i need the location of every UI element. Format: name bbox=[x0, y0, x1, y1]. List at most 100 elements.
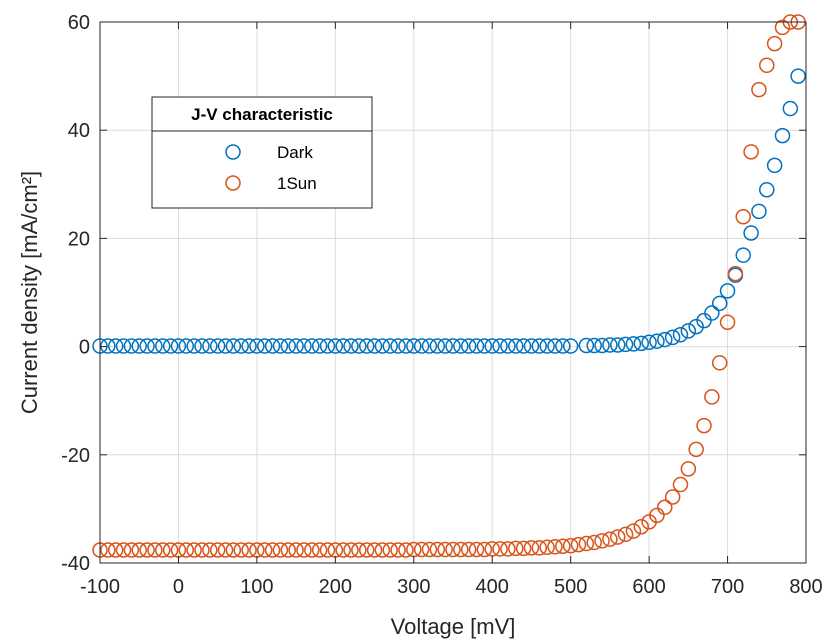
data-point-1sun bbox=[547, 539, 563, 555]
data-point-1sun bbox=[578, 535, 595, 552]
y-axis-label: Current density [mA/cm²] bbox=[17, 171, 42, 414]
data-point-dark bbox=[241, 338, 257, 354]
ticks bbox=[99, 21, 807, 564]
data-point-dark bbox=[531, 338, 548, 354]
data-point-1sun bbox=[523, 540, 540, 556]
data-point-1sun bbox=[178, 542, 195, 558]
data-point-dark bbox=[476, 338, 493, 354]
y-tick-label: 60 bbox=[68, 12, 90, 34]
data-point-1sun bbox=[162, 542, 179, 558]
data-point-1sun bbox=[115, 542, 132, 558]
legend-title: J-V characteristic bbox=[191, 105, 333, 124]
data-point-dark bbox=[562, 338, 579, 354]
data-point-dark bbox=[460, 338, 477, 354]
data-point-dark bbox=[123, 338, 140, 354]
data-point-dark bbox=[256, 338, 273, 354]
x-tick-label: -100 bbox=[80, 576, 120, 598]
data-point-1sun bbox=[515, 540, 532, 557]
data-point-dark bbox=[319, 338, 336, 354]
data-point-dark bbox=[217, 338, 234, 354]
data-point-1sun bbox=[766, 35, 783, 52]
data-point-1sun bbox=[688, 441, 704, 458]
legend-label-1sun: 1Sun bbox=[277, 174, 317, 193]
data-point-1sun bbox=[358, 542, 375, 558]
data-point-dark bbox=[774, 127, 791, 144]
data-point-1sun bbox=[413, 541, 430, 558]
data-point-1sun bbox=[570, 536, 587, 553]
data-point-1sun bbox=[209, 542, 226, 558]
data-point-dark bbox=[688, 318, 704, 335]
data-point-1sun bbox=[735, 209, 751, 225]
data-point-dark bbox=[719, 283, 736, 299]
data-point-1sun bbox=[586, 534, 602, 551]
data-point-dark bbox=[649, 333, 665, 349]
data-point-dark bbox=[225, 338, 242, 354]
data-point-1sun bbox=[609, 529, 626, 545]
x-tick-label: 500 bbox=[554, 576, 587, 598]
data-point-1sun bbox=[711, 355, 728, 371]
data-point-dark bbox=[170, 338, 187, 354]
data-point-dark bbox=[335, 338, 351, 354]
data-point-dark bbox=[194, 338, 210, 354]
data-point-dark bbox=[743, 225, 759, 241]
y-tick-label: 40 bbox=[68, 120, 90, 142]
series-1sun bbox=[92, 14, 806, 558]
data-point-1sun bbox=[107, 542, 124, 558]
data-point-dark bbox=[406, 338, 422, 354]
data-point-dark bbox=[115, 338, 132, 354]
data-point-dark bbox=[421, 338, 438, 354]
data-point-1sun bbox=[374, 542, 391, 558]
legend-marker-dark bbox=[225, 144, 241, 160]
data-point-dark bbox=[304, 338, 320, 354]
data-point-dark bbox=[704, 305, 720, 321]
data-point-1sun bbox=[131, 542, 147, 558]
data-point-dark bbox=[515, 338, 532, 354]
data-point-dark bbox=[131, 338, 147, 354]
x-tick-label: 400 bbox=[476, 576, 509, 598]
data-point-1sun bbox=[743, 144, 759, 160]
data-point-dark bbox=[759, 181, 775, 198]
data-point-dark bbox=[107, 338, 124, 354]
data-point-1sun bbox=[492, 541, 508, 557]
data-point-dark bbox=[508, 338, 524, 354]
data-point-dark bbox=[547, 338, 563, 354]
legend-label-dark: Dark bbox=[277, 143, 313, 162]
data-point-1sun bbox=[366, 542, 383, 558]
data-point-dark bbox=[162, 338, 179, 354]
data-point-dark bbox=[625, 336, 642, 352]
data-point-1sun bbox=[437, 541, 453, 558]
data-point-dark bbox=[147, 338, 163, 354]
data-point-1sun bbox=[657, 499, 673, 516]
data-point-dark bbox=[602, 337, 618, 353]
data-point-1sun bbox=[531, 540, 548, 556]
data-point-dark bbox=[233, 338, 249, 354]
data-point-1sun bbox=[484, 541, 500, 557]
data-point-dark bbox=[296, 338, 312, 354]
data-point-1sun bbox=[390, 542, 406, 558]
data-point-1sun bbox=[147, 542, 163, 558]
data-point-1sun bbox=[539, 539, 555, 556]
data-point-1sun bbox=[296, 542, 312, 558]
data-point-1sun bbox=[311, 542, 328, 558]
x-tick-label: 800 bbox=[789, 576, 822, 598]
data-point-1sun bbox=[774, 19, 791, 36]
data-point-dark bbox=[484, 338, 500, 354]
y-tick-label: 20 bbox=[68, 228, 90, 250]
data-point-1sun bbox=[664, 489, 681, 505]
data-point-dark bbox=[358, 338, 375, 354]
data-point-1sun bbox=[562, 537, 579, 554]
data-point-1sun bbox=[382, 542, 398, 558]
legend-items: Dark 1Sun bbox=[225, 143, 317, 193]
data-point-1sun bbox=[633, 519, 650, 535]
data-point-dark bbox=[766, 157, 783, 174]
data-point-1sun bbox=[500, 541, 516, 557]
data-point-dark bbox=[468, 338, 485, 354]
data-point-1sun bbox=[751, 81, 767, 98]
legend-box bbox=[151, 96, 373, 209]
data-point-1sun bbox=[343, 542, 359, 558]
legend: J-V characteristic Dark 1Sun bbox=[151, 96, 373, 209]
data-point-dark bbox=[790, 68, 806, 84]
data-point-1sun bbox=[351, 542, 367, 558]
data-point-dark bbox=[782, 100, 799, 117]
